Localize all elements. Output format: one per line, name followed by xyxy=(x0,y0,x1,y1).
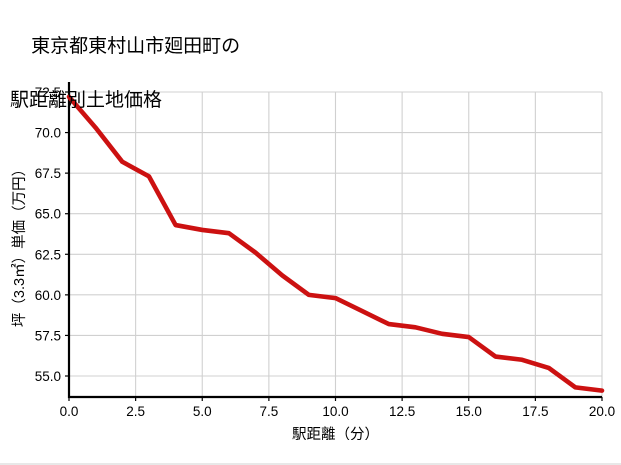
x-tick-label: 20.0 xyxy=(589,404,615,419)
x-tick-label: 5.0 xyxy=(193,404,212,419)
x-axis-label: 駅距離（分） xyxy=(292,425,379,440)
x-tick-label: 2.5 xyxy=(126,404,145,419)
chart-title-line1: 東京都東村山市廻田町の xyxy=(31,36,241,57)
x-tick-label: 0.0 xyxy=(60,404,79,419)
y-tick-label: 60.0 xyxy=(35,288,61,303)
x-tick-label: 15.0 xyxy=(456,404,482,419)
y-tick-label: 72.5 xyxy=(35,85,61,100)
y-tick-label: 57.5 xyxy=(35,328,61,343)
data-series-layer xyxy=(66,94,605,393)
tick-marks xyxy=(65,91,603,401)
y-tick-label: 62.5 xyxy=(35,247,61,262)
line-chart-plot: 55.0 57.5 60.0 62.5 65.0 67.5 70.0 72.5 0.0 2.5 5.… xyxy=(11,82,615,440)
x-tick-label: 10.0 xyxy=(322,404,348,419)
data-line xyxy=(66,94,605,393)
chart-title: 東京都東村山市廻田町の 駅距離別土地価格 xyxy=(10,6,240,168)
tick-labels: 55.0 57.5 60.0 62.5 65.0 67.5 70.0 72.5 0.0 2.5 5.… xyxy=(35,85,615,419)
y-tick-label: 70.0 xyxy=(35,126,61,141)
y-tick-label: 55.0 xyxy=(35,369,61,384)
y-tick-label: 67.5 xyxy=(35,166,61,181)
x-tick-label: 17.5 xyxy=(522,404,548,419)
x-tick-label: 12.5 xyxy=(389,404,415,419)
grid-lines xyxy=(69,91,603,397)
y-tick-label: 65.0 xyxy=(35,207,61,222)
x-tick-label: 7.5 xyxy=(259,404,278,419)
y-axis-label: 坪（3.3㎡）単価（万円） xyxy=(11,162,28,327)
bottom-divider xyxy=(0,463,621,465)
chart-title-line2: 駅距離別土地価格 xyxy=(10,90,163,111)
